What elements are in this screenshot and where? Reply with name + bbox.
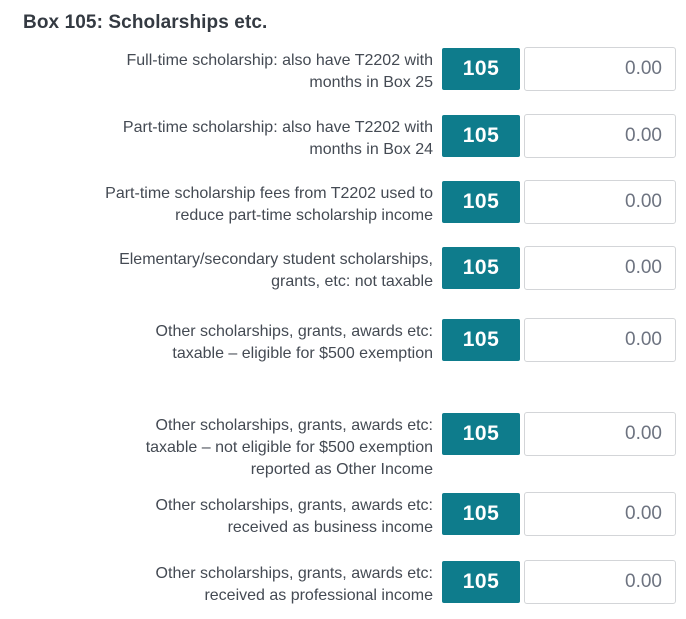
field-label: Elementary/secondary student scholarship… — [119, 251, 433, 290]
box-number-badge: 105 — [442, 319, 520, 361]
field-label: Part-time scholarship: also have T2202 w… — [122, 119, 433, 158]
form-row-other-taxable-eligible: Other scholarships, grants, awards etc: … — [0, 318, 676, 365]
amount-input[interactable] — [524, 246, 676, 290]
field-label: Other scholarships, grants, awards etc: … — [155, 323, 433, 362]
box-number-badge: 105 — [442, 48, 520, 90]
amount-input[interactable] — [524, 412, 676, 456]
form-row-full-time-scholarship: Full-time scholarship: also have T2202 w… — [0, 47, 676, 94]
box-number-badge: 105 — [442, 561, 520, 603]
field-label: Other scholarships, grants, awards etc: … — [155, 565, 433, 604]
form-row-part-time-fees: Part-time scholarship fees from T2202 us… — [0, 180, 676, 227]
amount-input[interactable] — [524, 47, 676, 91]
field-label: Other scholarships, grants, awards etc: … — [145, 417, 433, 478]
box-number-badge: 105 — [442, 493, 520, 535]
field-label: Full-time scholarship: also have T2202 w… — [126, 52, 433, 91]
box-number-badge: 105 — [442, 115, 520, 157]
box-number-badge: 105 — [442, 413, 520, 455]
box-number-badge: 105 — [442, 247, 520, 289]
form-rows: Full-time scholarship: also have T2202 w… — [0, 47, 676, 607]
amount-input[interactable] — [524, 492, 676, 536]
form-row-other-taxable-not-eligible: Other scholarships, grants, awards etc: … — [0, 412, 676, 481]
field-label: Other scholarships, grants, awards etc: … — [155, 497, 433, 536]
box-number-badge: 105 — [442, 181, 520, 223]
section-title: Box 105: Scholarships etc. — [23, 12, 268, 33]
form-row-other-business-income: Other scholarships, grants, awards etc: … — [0, 492, 676, 539]
form-row-other-professional-income: Other scholarships, grants, awards etc: … — [0, 560, 676, 607]
amount-input[interactable] — [524, 318, 676, 362]
amount-input[interactable] — [524, 114, 676, 158]
form-row-elementary-secondary: Elementary/secondary student scholarship… — [0, 246, 676, 293]
amount-input[interactable] — [524, 560, 676, 604]
form-row-part-time-scholarship: Part-time scholarship: also have T2202 w… — [0, 114, 676, 161]
field-label: Part-time scholarship fees from T2202 us… — [105, 185, 433, 224]
amount-input[interactable] — [524, 180, 676, 224]
